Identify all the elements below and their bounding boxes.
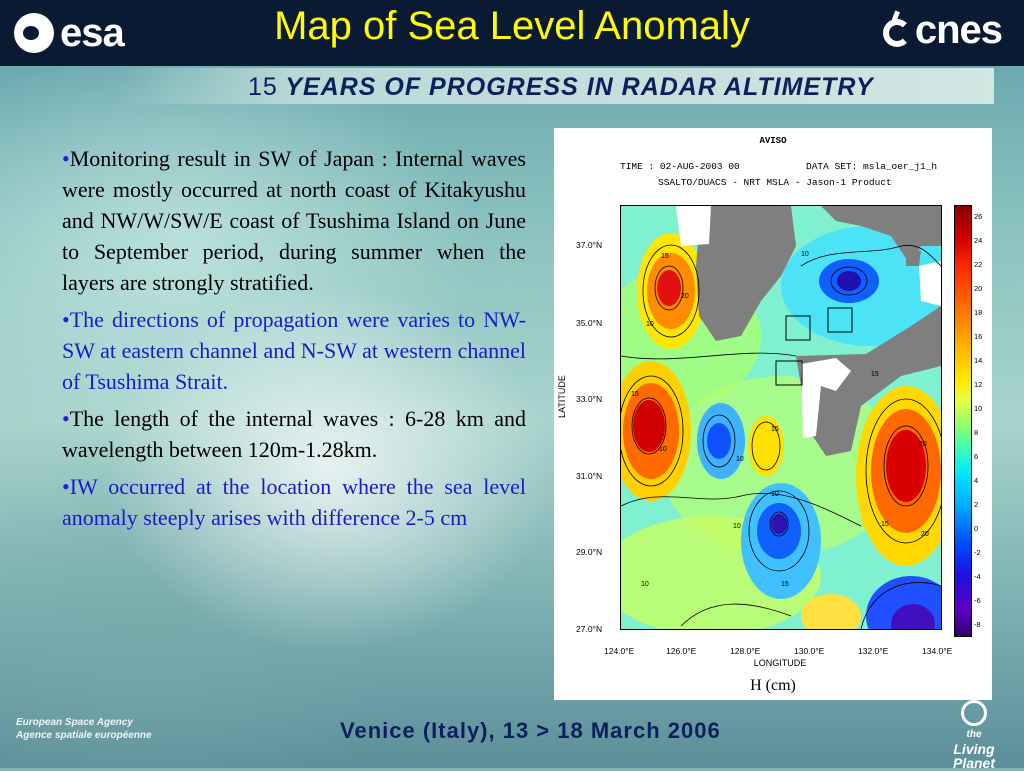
- contour-label: 15: [781, 581, 789, 588]
- lat-tick-label: 33.0°N: [576, 394, 603, 404]
- esa-agency-name: European Space Agency Agence spatiale eu…: [16, 716, 152, 742]
- lat-tick-label: 29.0°N: [576, 547, 603, 557]
- bullet-text: Monitoring result in SW of Japan : Inter…: [62, 146, 526, 295]
- colorbar-tick-label: -4: [974, 572, 981, 581]
- contour-label: 15: [881, 521, 889, 528]
- header-bar: esa Map of Sea Level Anomaly cnes: [0, 0, 1024, 66]
- conference-banner: [120, 68, 994, 104]
- contour-label: 10: [771, 491, 779, 498]
- bullet-text: The directions of propagation were varie…: [62, 307, 526, 394]
- cnes-logo: cnes: [881, 8, 1003, 53]
- bullet-item: •IW occurred at the location where the s…: [62, 471, 526, 533]
- colorbar-tick-label: -8: [974, 620, 981, 629]
- figure-dataset: DATA SET: msla_oer_j1_h: [806, 161, 938, 172]
- banner-number: 15: [248, 73, 278, 101]
- contour-label: 15: [871, 371, 879, 378]
- figure-title: AVISO: [759, 136, 787, 146]
- lat-tick-label: 37.0°N: [576, 240, 603, 250]
- anomaly-map: 15 20 10 15 10 10 10 15 20 15 10 15 10 15 20 10: [620, 205, 942, 630]
- bullet-list: •Monitoring result in SW of Japan : Inte…: [62, 143, 526, 539]
- living-planet-big: Living Planet: [952, 741, 995, 771]
- bullet-text: IW occurred at the location where the se…: [62, 474, 526, 530]
- esa-logo-icon: [14, 13, 54, 53]
- bullet-item: •The length of the internal waves : 6-28…: [62, 403, 526, 465]
- colorbar-tick-label: 6: [974, 452, 979, 461]
- figure-product: SSALTO/DUACS - NRT MSLA - Jason-1 Produc…: [658, 177, 892, 188]
- colorbar-tick-label: 24: [974, 236, 983, 245]
- colorbar-tick-label: 10: [974, 404, 983, 413]
- lat-tick-label: 31.0°N: [576, 471, 603, 481]
- contour-label: 10: [659, 446, 667, 453]
- colorbar-tick-label: 22: [974, 260, 983, 269]
- lon-tick-label: 128.0°E: [730, 646, 761, 656]
- colorbar-tick-label: 0: [974, 524, 979, 533]
- contour-label: 20: [919, 441, 927, 448]
- colorbar-tick-label: 26: [974, 212, 983, 221]
- colorbar: [954, 205, 972, 637]
- slide-title: Map of Sea Level Anomaly: [274, 4, 750, 48]
- contour-label: 20: [681, 293, 689, 300]
- colorbar-tick-label: 20: [974, 284, 983, 293]
- banner-caption: YEARS OF PROGRESS IN RADAR ALTIMETRY: [285, 73, 874, 101]
- bullet-item: •Monitoring result in SW of Japan : Inte…: [62, 143, 526, 298]
- unit-label: H (cm): [750, 677, 796, 694]
- contour-label: 10: [736, 456, 744, 463]
- bullet-text: The length of the internal waves : 6-28 …: [62, 406, 526, 462]
- contour-label: 10: [801, 251, 809, 258]
- colorbar-tick-label: 14: [974, 356, 983, 365]
- y-axis-title: LATITUDE: [557, 375, 567, 418]
- lon-tick-label: 126.0°E: [666, 646, 697, 656]
- colorbar-tick-label: -6: [974, 596, 981, 605]
- bullet-item: •The directions of propagation were vari…: [62, 304, 526, 397]
- esa-logo: esa: [14, 10, 125, 56]
- contour-label: 15: [771, 426, 779, 433]
- colorbar-tick-label: 2: [974, 500, 979, 509]
- colorbar-tick-label: 16: [974, 332, 983, 341]
- x-axis-title: LONGITUDE: [753, 658, 807, 668]
- lon-tick-label: 124.0°E: [604, 646, 635, 656]
- anomaly-map-graphic: 15 20 10 15 10 10 10 15 20 15 10 15 10 15 20 10: [621, 206, 941, 629]
- event-info: Venice (Italy), 13 > 18 March 2006: [340, 718, 721, 743]
- contour-label: 15: [661, 253, 669, 260]
- lat-tick-label: 27.0°N: [576, 624, 603, 634]
- bullet-marker: •: [62, 146, 70, 171]
- contour-label: 10: [733, 523, 741, 530]
- agency-name-en: European Space Agency: [16, 717, 133, 728]
- bullet-marker: •: [62, 406, 70, 431]
- colorbar-tick-label: -2: [974, 548, 981, 557]
- bullet-marker: •: [62, 307, 70, 332]
- sea-level-anomaly-figure: AVISO TIME : 02-AUG-2003 00 DATA SET: ms…: [554, 128, 992, 700]
- contour-label: 15: [631, 391, 639, 398]
- figure-time: TIME : 02-AUG-2003 00: [620, 161, 740, 172]
- contour-label: 10: [641, 581, 649, 588]
- colorbar-tick-label: 18: [974, 308, 983, 317]
- cnes-logo-text: cnes: [914, 8, 1003, 52]
- lon-tick-label: 134.0°E: [922, 646, 953, 656]
- contour-label: 20: [921, 531, 929, 538]
- colorbar-tick-label: 8: [974, 428, 979, 437]
- esa-logo-text: esa: [60, 10, 125, 55]
- living-planet-icon: [961, 700, 987, 726]
- lat-tick-label: 35.0°N: [576, 318, 603, 328]
- lon-tick-label: 130.0°E: [794, 646, 825, 656]
- agency-name-fr: Agence spatiale européenne: [16, 730, 152, 741]
- bullet-marker: •: [62, 474, 70, 499]
- colorbar-tick-label: 4: [974, 476, 979, 485]
- living-planet-small: the: [966, 729, 982, 740]
- living-planet-logo: the Living Planet: [936, 700, 1012, 770]
- conference-banner-text: 15 YEARS OF PROGRESS IN RADAR ALTIMETRY: [248, 73, 874, 102]
- contour-label: 10: [646, 321, 654, 328]
- cnes-logo-icon: [881, 11, 911, 51]
- lon-tick-label: 132.0°E: [858, 646, 889, 656]
- colorbar-tick-label: 12: [974, 380, 983, 389]
